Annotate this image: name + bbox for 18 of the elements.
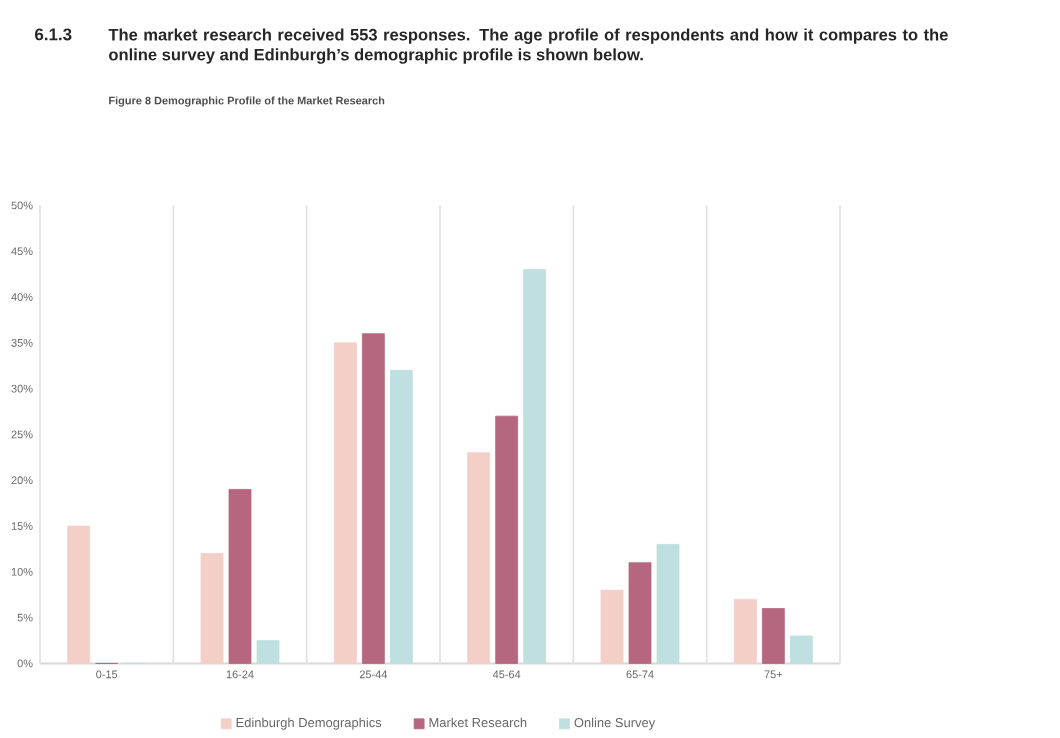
bar (628, 562, 652, 664)
bar (495, 415, 519, 664)
bar (733, 598, 757, 664)
bar (67, 525, 91, 664)
bar (361, 333, 385, 664)
bar (467, 452, 491, 664)
bar (600, 589, 624, 664)
text: The market research received 553 responses. The age profile of respondents and how it compares to the online survey and Edinburgh’s demographic profile is shown below. (108, 28, 948, 64)
bar (389, 369, 413, 664)
bar (256, 640, 280, 664)
bar (200, 553, 224, 664)
text: 6.1.3 (35, 28, 72, 41)
bar (228, 489, 252, 664)
bar (789, 635, 813, 664)
bar (656, 543, 680, 664)
bar (761, 608, 785, 664)
bar (523, 269, 547, 664)
bar (333, 342, 357, 664)
